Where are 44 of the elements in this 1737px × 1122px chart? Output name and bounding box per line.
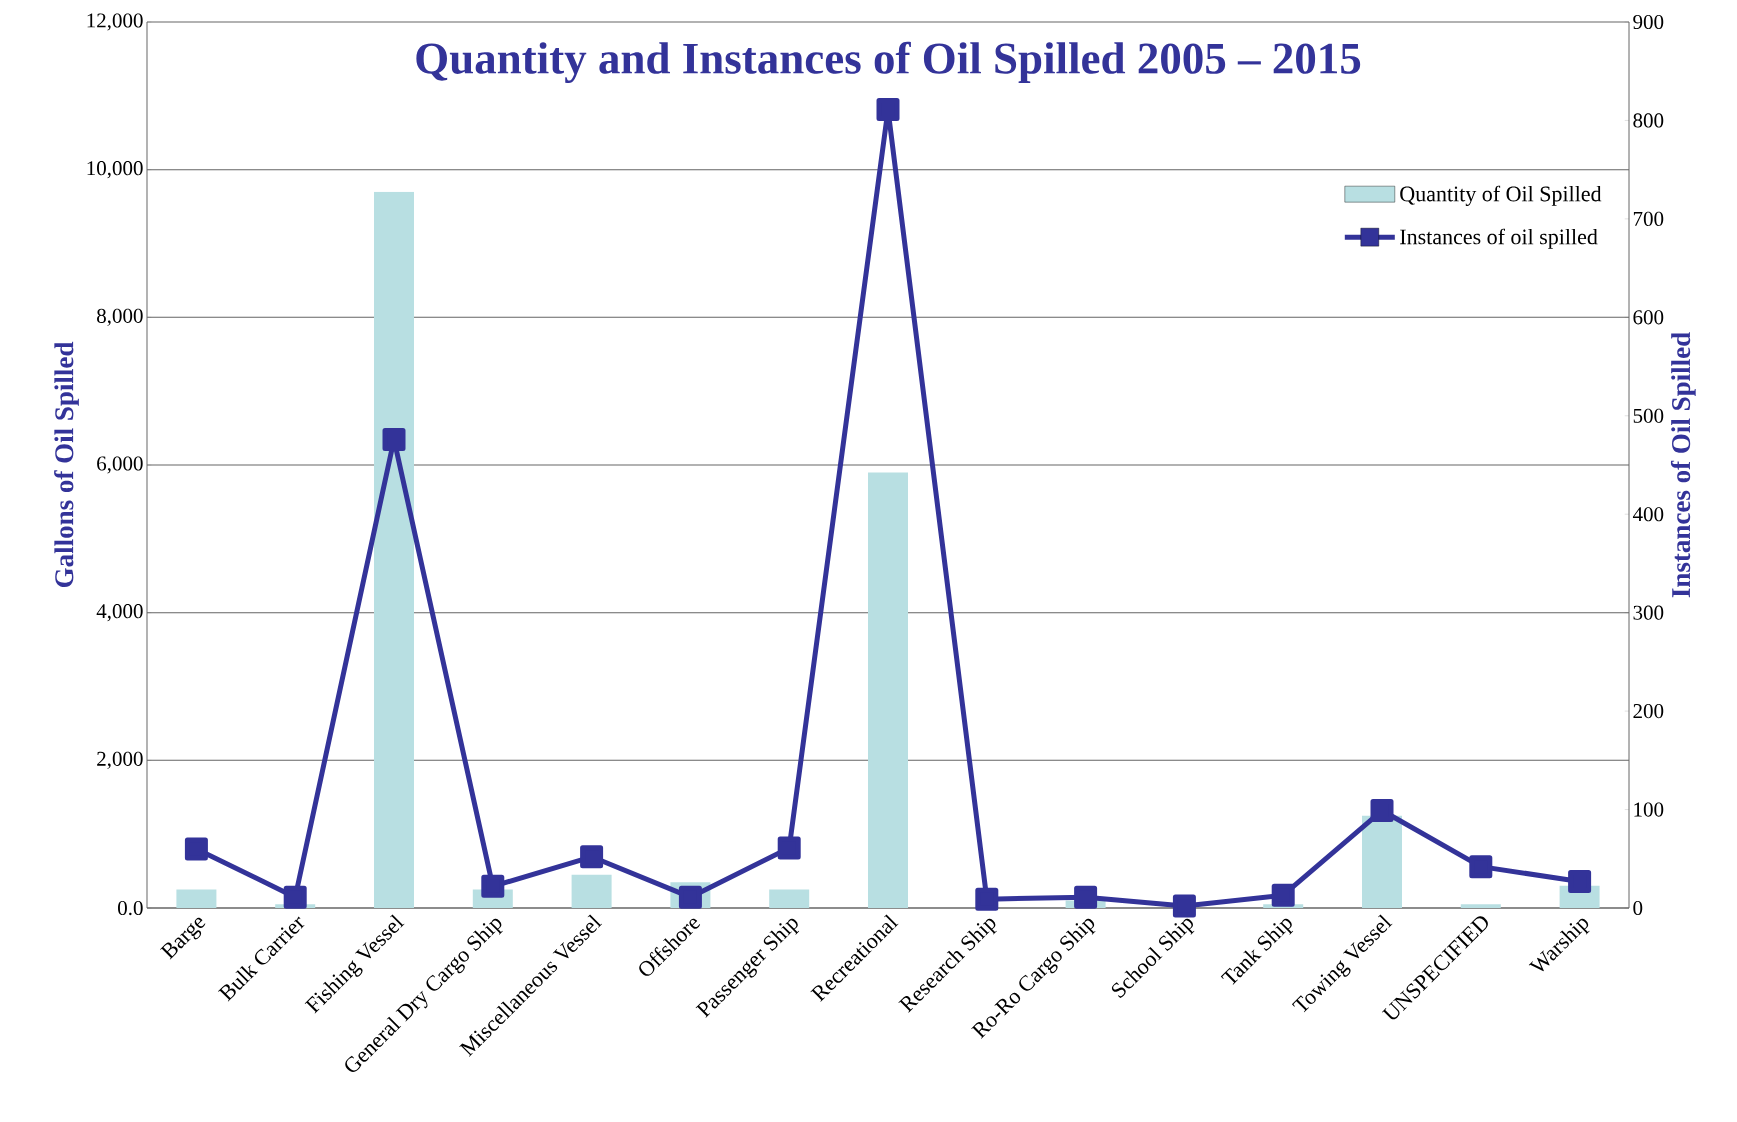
point [1370, 799, 1394, 823]
point [975, 887, 999, 911]
y2-tick-label: 200 [1633, 704, 1664, 719]
y-tick-label: 12,000 [87, 13, 143, 31]
y2-tick-label: 400 [1632, 507, 1664, 522]
bar [571, 874, 612, 908]
chart-title: Quantity and Instances of Oil Spilled 2005 – 2015 [416, 41, 1361, 84]
point [1568, 869, 1592, 893]
y-tick-label: 10,000 [87, 161, 143, 179]
point [876, 98, 900, 122]
x-tick-label: Tank Ship [1220, 918, 1294, 985]
y2-tick-label: 700 [1633, 211, 1664, 226]
bar [176, 889, 217, 908]
y-tick-label: 6,000 [97, 456, 143, 474]
point [1271, 883, 1295, 907]
y2-tick-label: 900 [1633, 14, 1664, 30]
y-tick-label: 0.0 [118, 900, 143, 916]
y-tick-label: 8,000 [97, 308, 143, 326]
legend-label: Quantity of Oil Spilled [1400, 185, 1602, 206]
bar [374, 191, 414, 908]
point [283, 885, 307, 909]
point [1172, 894, 1196, 918]
y2-tick-label: 100 [1634, 802, 1664, 817]
y-tick-label: 2,000 [97, 751, 143, 769]
point [481, 874, 505, 898]
point [1074, 885, 1098, 909]
point [1469, 855, 1493, 879]
y2-tick-label: 0 [1633, 900, 1643, 916]
bar [868, 472, 908, 908]
y2-tick-label: 800 [1633, 113, 1664, 128]
point [580, 845, 604, 869]
y2-tick-label: 600 [1633, 310, 1664, 325]
bar [1362, 815, 1403, 908]
legend-label: Instances of oil spilled [1400, 228, 1598, 249]
y2-tick-label: 300 [1633, 605, 1664, 620]
point [382, 427, 406, 451]
point [184, 837, 208, 861]
y-tick-label: 4,000 [96, 604, 143, 622]
y2-axis-title: Instances of Oil Spilled [1670, 332, 1696, 598]
y-axis-title: Gallons of Oil Spilled [54, 341, 79, 588]
bar [769, 889, 810, 908]
bar [1460, 904, 1501, 908]
point [777, 836, 801, 860]
y2-tick-label: 500 [1633, 408, 1664, 423]
